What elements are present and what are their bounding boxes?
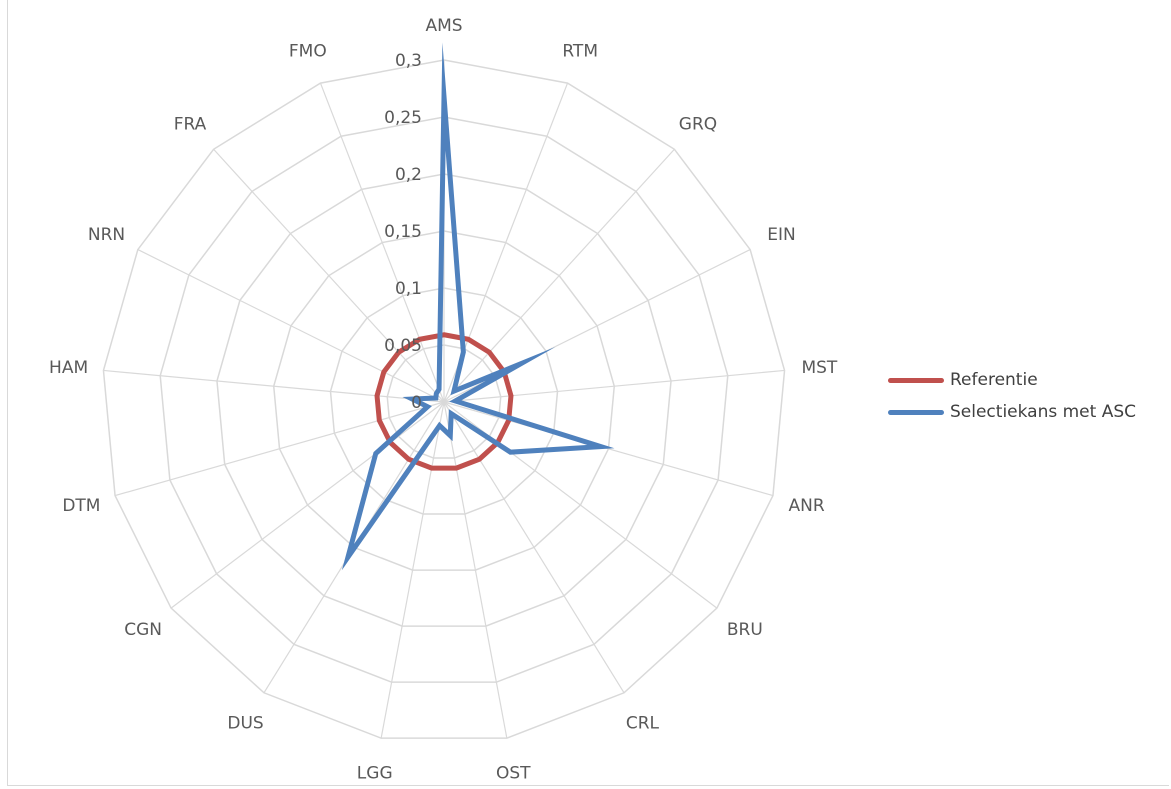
grid-spoke bbox=[380, 401, 445, 739]
legend-item-selectiekans: Selectiekans met ASC bbox=[888, 396, 1168, 428]
legend: Referentie Selectiekans met ASC bbox=[888, 364, 1168, 428]
radial-tick-label: 0,15 bbox=[384, 222, 422, 242]
category-label: FRA bbox=[174, 114, 207, 134]
radial-tick-labels: 0 0,05 0,1 0,15 0,2 0,25 0,3 bbox=[384, 51, 422, 413]
category-label: CRL bbox=[626, 714, 660, 734]
series-lines bbox=[341, 42, 615, 571]
grid-ring bbox=[329, 287, 559, 515]
radial-tick-label: 0,3 bbox=[395, 51, 422, 71]
grid-spoke bbox=[443, 401, 508, 739]
grid-spoke bbox=[170, 401, 445, 609]
category-label: HAM bbox=[49, 358, 88, 378]
category-label: DUS bbox=[227, 714, 263, 734]
radar-grid bbox=[102, 59, 786, 739]
grid-spoke bbox=[443, 148, 675, 403]
grid-spoke bbox=[319, 82, 445, 403]
legend-item-referentie: Referentie bbox=[888, 364, 1168, 396]
grid-spoke bbox=[443, 369, 785, 403]
grid-spoke bbox=[103, 369, 445, 403]
grid-spoke bbox=[213, 148, 445, 403]
legend-label-selectiekans: Selectiekans met ASC bbox=[950, 402, 1137, 422]
radial-tick-label: 0,05 bbox=[384, 336, 422, 356]
category-label: CGN bbox=[124, 620, 162, 640]
category-label: ANR bbox=[789, 496, 825, 516]
grid-ring bbox=[159, 116, 729, 683]
series-selectiekans-line bbox=[341, 42, 615, 571]
grid-spoke bbox=[114, 401, 445, 497]
radial-tick-label: 0 bbox=[411, 393, 422, 413]
category-label: GRQ bbox=[679, 114, 717, 134]
category-label: BRU bbox=[727, 620, 763, 640]
grid-spoke bbox=[443, 401, 774, 497]
category-label: AMS bbox=[425, 16, 462, 36]
category-labels: AMS RTM GRQ EIN MST ANR BRU CRL OST LGG DUS CGN DTM H… bbox=[49, 16, 838, 784]
category-label: OST bbox=[496, 764, 531, 784]
legend-swatch-selectiekans bbox=[888, 409, 944, 415]
radial-tick-label: 0,2 bbox=[395, 165, 422, 185]
category-label: NRN bbox=[88, 225, 125, 245]
grid-ring bbox=[216, 173, 672, 627]
grid-spoke bbox=[137, 249, 445, 403]
legend-label-referentie: Referentie bbox=[950, 370, 1038, 390]
radial-tick-label: 0,25 bbox=[384, 108, 422, 128]
category-label: EIN bbox=[767, 225, 795, 245]
legend-swatch-referentie bbox=[888, 377, 944, 383]
series-referentie-line bbox=[374, 332, 514, 471]
category-label: LGG bbox=[357, 764, 393, 784]
category-label: RTM bbox=[562, 41, 598, 61]
category-label: FMO bbox=[289, 41, 327, 61]
category-label: DTM bbox=[62, 496, 100, 516]
category-label: MST bbox=[801, 358, 837, 378]
radial-tick-label: 0,1 bbox=[395, 279, 422, 299]
chart-area bbox=[7, 0, 1169, 786]
grid-ring bbox=[272, 230, 616, 571]
grid-ring bbox=[102, 59, 786, 739]
grid-spoke bbox=[443, 401, 625, 694]
